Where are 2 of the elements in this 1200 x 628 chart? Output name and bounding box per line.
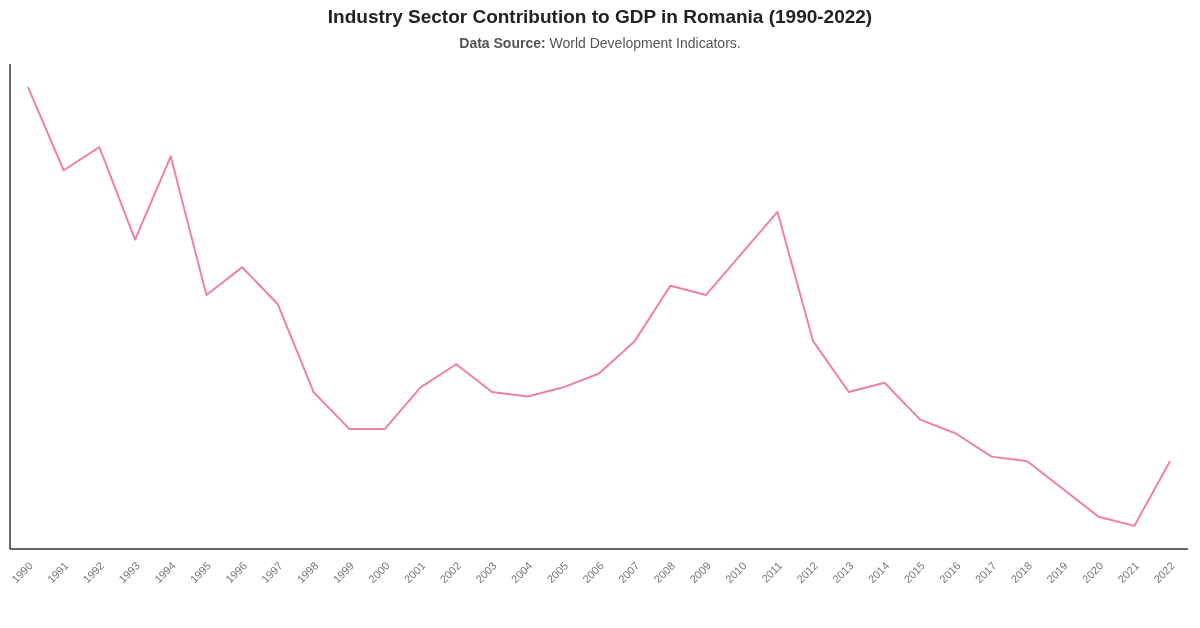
chart-subtitle: Data Source: World Development Indicators. bbox=[459, 35, 741, 51]
chart-title: Industry Sector Contribution to GDP in Romania (1990-2022) bbox=[326, 6, 874, 28]
